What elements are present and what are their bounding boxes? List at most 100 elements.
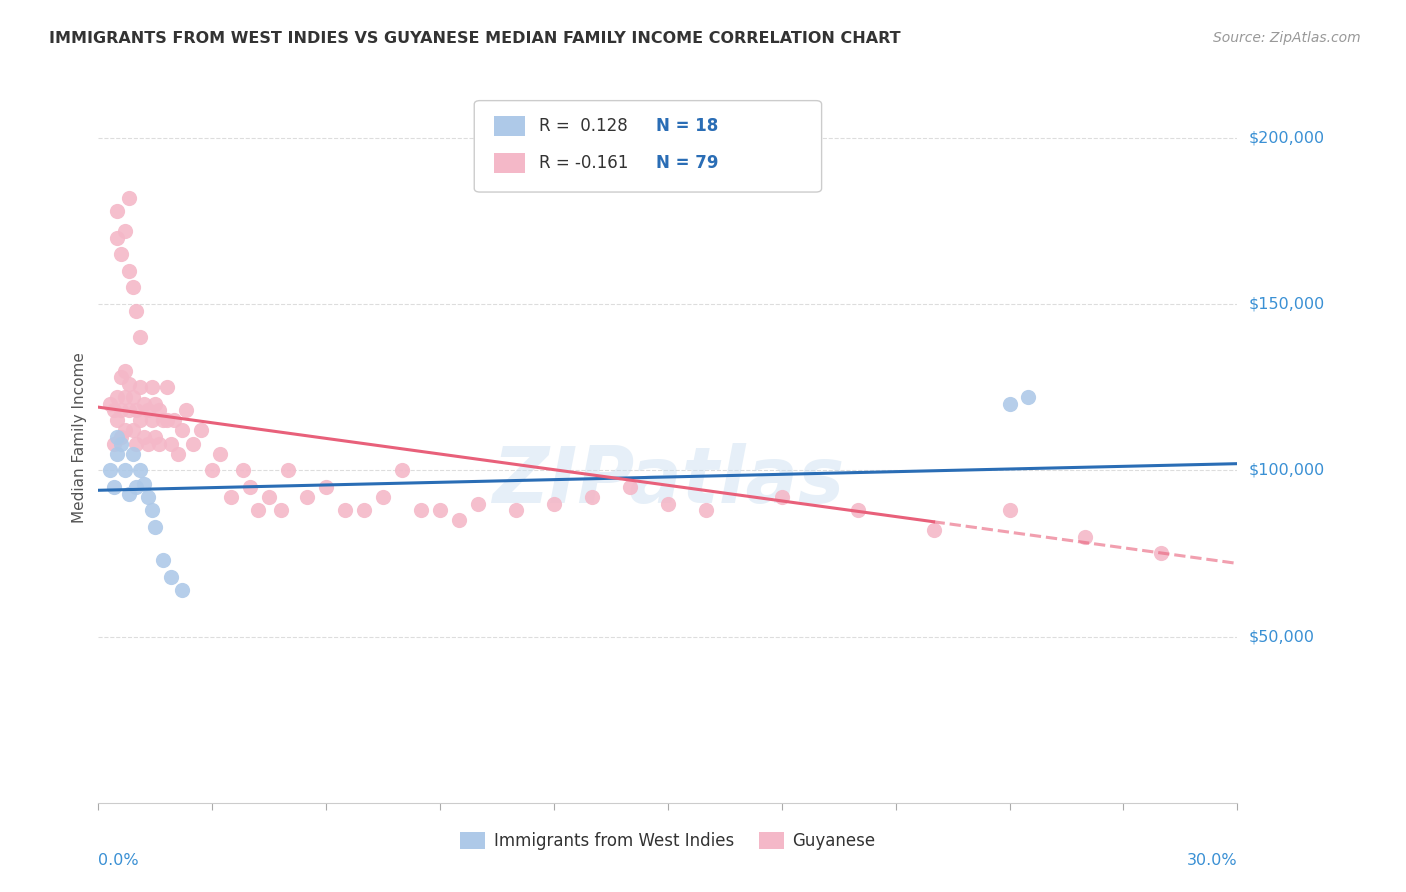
Point (170, 582, 193, 597)
Point (114, 424, 136, 438)
Point (136, 490, 159, 504)
Point (118, 376, 141, 391)
Point (232, 463, 254, 477)
Point (136, 436, 159, 450)
Text: 30.0%: 30.0% (1187, 853, 1237, 868)
Point (125, 403, 148, 417)
Point (201, 463, 224, 477)
Point (132, 397, 155, 411)
Text: N = 79: N = 79 (657, 153, 718, 172)
Point (391, 463, 413, 477)
Point (156, 413, 179, 427)
Point (167, 447, 190, 461)
Point (922, 523, 945, 537)
Point (121, 390, 143, 404)
Point (163, 413, 186, 427)
Text: $150,000: $150,000 (1249, 297, 1324, 311)
Text: N = 18: N = 18 (657, 117, 718, 136)
Point (114, 463, 136, 477)
Point (125, 436, 148, 450)
Point (449, 513, 471, 527)
Point (543, 497, 565, 511)
Point (107, 390, 129, 404)
Point (159, 436, 181, 450)
Text: Source: ZipAtlas.com: Source: ZipAtlas.com (1213, 31, 1361, 45)
Point (190, 424, 212, 438)
Point (129, 413, 152, 427)
Point (107, 413, 129, 427)
Point (121, 424, 143, 438)
Point (148, 403, 170, 417)
Point (657, 497, 679, 511)
Point (1018, 390, 1040, 404)
Point (125, 480, 148, 494)
Point (114, 390, 136, 404)
Point (110, 430, 132, 444)
Text: ZIPatlas: ZIPatlas (492, 443, 844, 519)
Point (132, 430, 155, 444)
Point (156, 380, 179, 394)
Point (98, 397, 121, 411)
Point (103, 480, 125, 494)
Point (145, 397, 167, 411)
Point (129, 330, 152, 344)
Point (246, 503, 269, 517)
Point (145, 430, 167, 444)
Point (1074, 530, 1097, 544)
Point (221, 490, 243, 504)
Legend: Immigrants from West Indies, Guyanese: Immigrants from West Indies, Guyanese (454, 825, 882, 856)
Point (103, 403, 125, 417)
Point (125, 303, 148, 318)
Point (277, 463, 299, 477)
Point (118, 486, 141, 500)
Point (121, 447, 143, 461)
Point (98, 463, 121, 477)
Point (208, 447, 231, 461)
Point (581, 490, 603, 504)
Y-axis label: Median Family Income: Median Family Income (72, 351, 87, 523)
Point (114, 224, 136, 238)
Point (118, 403, 141, 417)
Point (110, 403, 132, 417)
Point (107, 447, 129, 461)
Text: $50,000: $50,000 (1249, 629, 1315, 644)
Point (335, 503, 357, 517)
Text: R =  0.128: R = 0.128 (538, 117, 628, 136)
Point (141, 413, 163, 427)
Point (174, 403, 197, 417)
Point (159, 570, 181, 584)
Point (411, 503, 433, 517)
Point (315, 480, 337, 494)
Text: R = -0.161: R = -0.161 (538, 153, 628, 172)
Point (1150, 546, 1173, 560)
Point (170, 424, 193, 438)
Point (110, 436, 132, 450)
Point (114, 363, 136, 377)
Point (353, 503, 375, 517)
Point (152, 553, 174, 567)
Text: 0.0%: 0.0% (98, 853, 139, 868)
Point (152, 413, 174, 427)
Point (129, 463, 152, 477)
Point (136, 403, 159, 417)
Point (239, 480, 262, 494)
Point (110, 370, 132, 384)
Point (371, 490, 394, 504)
Point (998, 397, 1021, 411)
Point (107, 230, 129, 244)
Point (183, 436, 205, 450)
Point (505, 503, 527, 517)
Text: IMMIGRANTS FROM WEST INDIES VS GUYANESE MEDIAN FAMILY INCOME CORRELATION CHART: IMMIGRANTS FROM WEST INDIES VS GUYANESE … (49, 31, 901, 46)
Point (118, 264, 141, 278)
Point (695, 503, 717, 517)
Point (103, 436, 125, 450)
Point (770, 490, 793, 504)
Text: $100,000: $100,000 (1249, 463, 1324, 478)
Point (297, 490, 319, 504)
Point (107, 430, 129, 444)
Point (846, 503, 869, 517)
FancyBboxPatch shape (494, 116, 526, 136)
Point (121, 280, 143, 294)
Point (145, 520, 167, 534)
Point (129, 380, 152, 394)
